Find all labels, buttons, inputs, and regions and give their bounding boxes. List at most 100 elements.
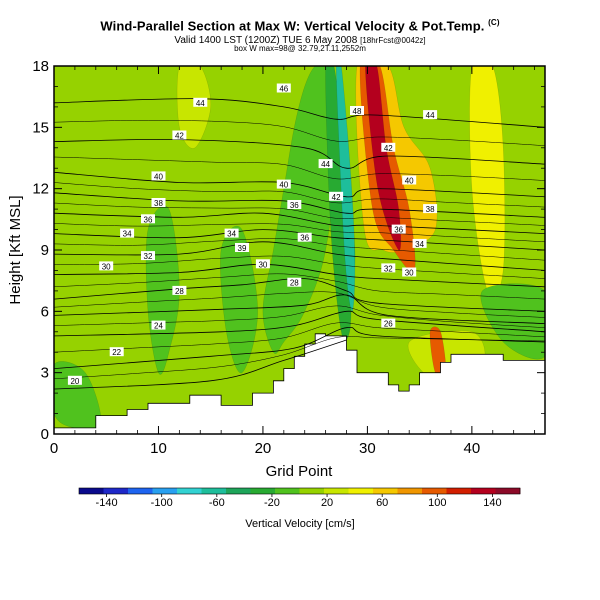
x-tick-label: 10 <box>150 440 167 457</box>
velocity-region <box>220 225 258 374</box>
theta-contour-line <box>54 138 545 169</box>
theta-label-text: 40 <box>405 177 414 186</box>
theta-label-text: 22 <box>112 348 121 357</box>
theta-label-text: 42 <box>175 132 184 141</box>
theta-contour-label: 42 <box>329 191 344 202</box>
theta-contour-line <box>54 336 545 380</box>
colorbar-tick-label: 60 <box>376 497 388 509</box>
theta-label-text: 36 <box>394 226 403 235</box>
theta-label-background <box>423 110 438 120</box>
theta-label-background <box>287 200 302 209</box>
theta-label-background <box>287 277 302 287</box>
colorbar-tick-label: 20 <box>321 497 333 509</box>
theta-contour-label: 46 <box>276 83 291 94</box>
theta-label-text: 36 <box>290 201 299 210</box>
velocity-region <box>365 66 402 251</box>
colorbar-tick-label: -20 <box>264 497 280 509</box>
y-tick-label: 9 <box>41 242 49 259</box>
theta-label-background <box>151 198 166 207</box>
colorbar-swatch <box>397 488 423 494</box>
chart-title-text: Wind-Parallel Section at Max W: Vertical… <box>100 18 485 34</box>
theta-contour-label: 30 <box>402 267 417 278</box>
colorbar-tick-label: 140 <box>483 497 501 509</box>
colorbar-swatch <box>422 488 447 494</box>
theta-contour-label: 32 <box>141 251 155 261</box>
colorbar-swatch <box>177 488 202 494</box>
theta-label-text: 34 <box>227 230 236 239</box>
velocity-region <box>335 66 356 312</box>
colorbar-swatch <box>201 488 227 494</box>
colorbar-frame <box>78 487 521 495</box>
theta-contour-label: 28 <box>172 285 187 296</box>
theta-label-background <box>276 83 291 93</box>
y-tick-label: 12 <box>32 181 49 198</box>
theta-label-text: 32 <box>144 252 153 261</box>
theta-contour-label: 38 <box>151 198 166 208</box>
theta-label-background <box>381 142 396 152</box>
theta-label-text: 34 <box>415 240 424 249</box>
colorbar-swatch <box>348 488 374 494</box>
x-axis-title: Grid Point <box>266 463 334 480</box>
theta-contour-line <box>54 202 545 226</box>
velocity-shading <box>54 66 545 434</box>
colorbar-tick-label: -140 <box>96 497 118 509</box>
theta-label-background <box>329 191 344 201</box>
theta-contour-line <box>54 182 545 208</box>
theta-contour-label: 34 <box>412 238 427 249</box>
colorbar-swatch <box>275 488 300 494</box>
theta-label-background <box>172 130 187 140</box>
theta-contour-label: 34 <box>224 228 239 239</box>
theta-label-background <box>391 224 406 234</box>
theta-contour-label: 36 <box>391 224 406 235</box>
theta-label-background <box>255 259 270 269</box>
theta-label-text: 48 <box>353 107 362 116</box>
terrain-profile <box>54 333 545 434</box>
colorbar-swatch <box>324 488 349 494</box>
theta-contour-label: 44 <box>193 97 208 108</box>
theta-label-text: 40 <box>279 181 288 190</box>
theta-label-background <box>381 263 396 273</box>
theta-label-background <box>276 179 291 189</box>
theta-label-text: 42 <box>384 144 393 153</box>
y-tick-label: 6 <box>41 303 49 320</box>
colorbar-swatch <box>128 488 153 494</box>
theta-contour-line <box>54 326 545 369</box>
theta-contour-label: 36 <box>297 232 312 243</box>
theta-contour-label: 24 <box>151 320 166 331</box>
theta-contour-label: 42 <box>381 142 396 153</box>
theta-contour-line <box>54 171 545 198</box>
theta-contour-label: 42 <box>172 130 187 141</box>
forecast-info-text: [18hrFcst@0042z] <box>360 36 426 45</box>
theta-contour-label: 28 <box>287 277 302 288</box>
x-tick-label: 0 <box>50 440 58 457</box>
theta-contour-label: 38 <box>423 204 438 214</box>
theta-contour-label: 22 <box>109 347 124 357</box>
theta-label-text: 36 <box>300 234 309 243</box>
terrain <box>54 333 545 434</box>
theta-contour-label: 36 <box>287 200 302 210</box>
theta-label-text: 28 <box>175 287 184 296</box>
theta-contour-label: 26 <box>381 318 396 329</box>
theta-label-text: 39 <box>238 244 247 253</box>
theta-label-background <box>318 159 333 169</box>
colorbar-swatch <box>299 488 325 494</box>
theta-label-text: 28 <box>290 279 299 288</box>
theta-contour-label: 39 <box>235 243 249 253</box>
theta-contour-line <box>54 322 545 353</box>
colorbar-tick-label: 100 <box>428 497 446 509</box>
y-tick-label: 3 <box>41 365 49 382</box>
colorbar-tick-label: -100 <box>151 497 173 509</box>
theta-contour-label: 32 <box>381 263 396 273</box>
theta-label-background <box>141 251 155 261</box>
theta-contour-line <box>54 310 545 337</box>
valid-time-text: Valid 1400 LST (1200Z) TUE 6 May 2008 <box>174 35 358 46</box>
theta-contour-label: 34 <box>120 228 135 239</box>
theta-contour-line <box>54 294 545 324</box>
chart-subtitle: Valid 1400 LST (1200Z) TUE 6 May 2008 [1… <box>0 36 600 46</box>
theta-contour-line <box>54 273 545 300</box>
theta-label-background <box>141 214 155 224</box>
velocity-region <box>176 66 211 149</box>
